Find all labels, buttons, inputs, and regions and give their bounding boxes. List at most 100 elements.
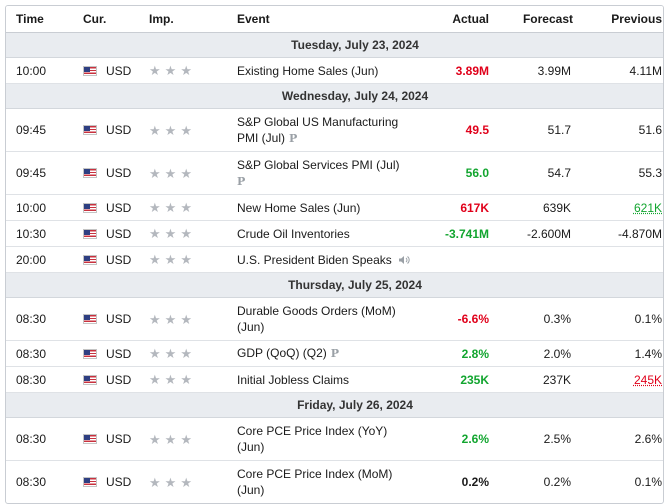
speaker-icon [398,256,410,265]
us-flag-icon [83,434,97,444]
actual-value: 617K [460,200,489,215]
previous-value: -4.870M [577,220,663,247]
event-row[interactable]: 08:30 USD ★ ★ ★ Durable Goods Orders (MoM)… [6,297,663,341]
actual-value: 56.0 [465,166,489,180]
star-icon: ★ [164,165,177,181]
us-flag-icon [83,254,97,265]
us-flag-icon [83,65,97,76]
currency-code: USD [106,346,132,361]
forecast-value: 2.5% [495,417,577,461]
preliminary-icon: P [330,347,340,360]
day-header: Wednesday, July 24, 2024 [6,83,663,109]
currency-code: USD [106,200,132,215]
event-row[interactable]: 09:45 USD ★ ★ ★ S&P Global US Manufacturin… [6,108,663,152]
event-time: 08:30 [6,366,83,393]
event-name[interactable]: GDP (QoQ) (Q2) [237,346,327,360]
calendar-table: Time Cur. Imp. Event Actual Forecast Pre… [6,6,663,504]
event-row[interactable]: 08:30 USD ★ ★ ★ GDP (QoQ) (Q2) P 2.8% 2.0% … [6,340,663,367]
event-time: 20:00 [6,246,83,273]
star-icon: ★ [149,252,161,267]
star-icon: ★ [149,431,161,447]
star-icon: ★ [180,311,192,327]
event-name[interactable]: Initial Jobless Claims [237,372,350,387]
day-header: Friday, July 26, 2024 [6,392,663,418]
event-name[interactable]: Existing Home Sales (Jun) [237,63,379,78]
event-row[interactable]: 09:45 USD ★ ★ ★ S&P Global Services PMI (J… [6,151,663,195]
event-name[interactable]: New Home Sales (Jun) [237,200,361,215]
actual-value: -6.6% [457,312,489,326]
col-header-previous[interactable]: Previous [577,6,663,33]
event-time: 10:30 [6,220,83,247]
event-row[interactable]: 08:30 USD ★ ★ ★ Initial Jobless Claims 235… [6,366,663,393]
event-name[interactable]: S&P Global Services PMI (Jul) [237,157,400,172]
star-icon: ★ [180,372,192,387]
importance-stars: ★ ★ ★ [149,433,237,446]
event-row[interactable]: 10:00 USD ★ ★ ★ Existing Home Sales (Jun) … [6,57,663,84]
event-name[interactable]: Core PCE Price Index (YoY) (Jun) [237,424,388,454]
col-header-event[interactable]: Event [237,6,417,33]
col-header-actual[interactable]: Actual [417,6,495,33]
star-icon: ★ [164,226,177,241]
event-name[interactable]: S&P Global US Manufacturing PMI (Jul) [237,114,399,145]
col-header-forecast[interactable]: Forecast [495,6,577,33]
event-time: 08:30 [6,417,83,461]
event-name[interactable]: U.S. President Biden Speaks [237,252,392,267]
actual-value: 3.89M [455,63,489,78]
currency-cell: USD [83,373,149,387]
event-time: 09:45 [6,108,83,152]
star-icon: ★ [164,474,177,490]
previous-value[interactable]: 245K [633,372,662,387]
event-row[interactable]: 10:30 USD ★ ★ ★ Crude Oil Inventories -3.7… [6,220,663,247]
star-icon: ★ [164,431,177,447]
event-time: 09:45 [6,151,83,195]
us-flag-icon [83,168,97,178]
event-time: 10:00 [6,57,83,84]
col-header-time[interactable]: Time [6,6,83,33]
us-flag-icon [83,202,97,213]
col-header-importance[interactable]: Imp. [149,6,237,33]
currency-code: USD [106,312,132,326]
currency-code: USD [106,372,132,387]
event-time: 08:30 [6,297,83,341]
importance-stars: ★ ★ ★ [149,373,237,386]
col-header-currency[interactable]: Cur. [83,6,149,33]
forecast-value: 237K [495,366,577,393]
event-name[interactable]: Crude Oil Inventories [237,226,350,241]
event-row[interactable]: 10:00 USD ★ ★ ★ New Home Sales (Jun) 617K … [6,194,663,221]
star-icon: ★ [164,63,177,78]
currency-code: USD [106,226,132,241]
previous-value: 0.1% [634,475,662,489]
star-icon: ★ [164,346,177,361]
currency-code: USD [106,63,132,78]
currency-cell: USD [83,64,149,78]
preliminary-icon: P [237,174,246,188]
actual-value: 49.5 [465,123,489,137]
event-row[interactable]: 08:30 USD ★ ★ ★ Core PCE Price Index (MoM)… [6,461,663,504]
us-flag-icon [83,228,97,239]
forecast-value: -2.600M [495,220,577,247]
previous-value: 4.11M [577,57,663,84]
previous-value[interactable]: 621K [633,200,662,215]
event-row[interactable]: 08:30 USD ★ ★ ★ Core PCE Price Index (YoY)… [6,417,663,461]
currency-cell: USD [83,475,149,489]
forecast-value: 639K [495,194,577,221]
star-icon: ★ [149,346,161,361]
event-row[interactable]: 20:00 USD ★ ★ ★ U.S. President Biden Speak… [6,246,663,273]
event-name[interactable]: Core PCE Price Index (MoM) (Jun) [237,467,393,497]
actual-value: 235K [460,372,489,387]
event-name[interactable]: Durable Goods Orders (MoM) (Jun) [237,304,396,334]
forecast-value: 51.7 [495,108,577,152]
event-time: 10:00 [6,194,83,221]
currency-cell: USD [83,166,149,180]
currency-cell: USD [83,432,149,446]
star-icon: ★ [180,122,192,138]
event-time: 08:30 [16,475,47,489]
importance-stars: ★ ★ ★ [149,64,237,77]
actual-value: 2.6% [461,432,489,446]
star-icon: ★ [180,226,192,241]
star-icon: ★ [149,63,161,78]
star-icon: ★ [164,311,177,327]
forecast-value: 2.0% [495,340,577,367]
previous-value: 0.1% [577,297,663,341]
importance-stars: ★ ★ ★ [149,476,237,489]
